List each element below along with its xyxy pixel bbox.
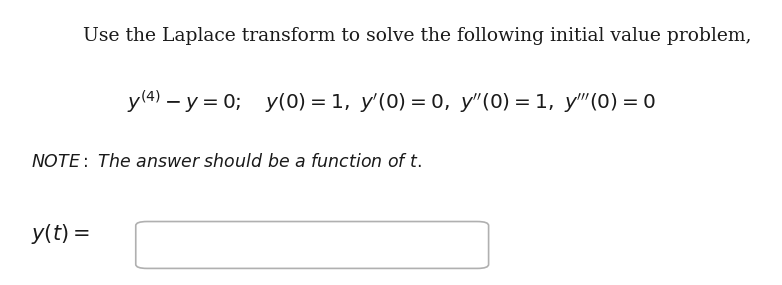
Text: Use the Laplace transform to solve the following initial value problem,: Use the Laplace transform to solve the f… <box>83 27 752 45</box>
Text: $y(t) =$: $y(t) =$ <box>30 221 89 246</box>
Text: $\mathit{NOTE}\mathit{:\ The\ answer\ should\ be\ a\ function\ of\ t.}$: $\mathit{NOTE}\mathit{:\ The\ answer\ sh… <box>30 153 421 171</box>
Text: $y^{(4)} - y = 0; \quad y(0) = 1,\ y'(0) = 0,\ y''(0) = 1,\ y'''(0) = 0$: $y^{(4)} - y = 0; \quad y(0) = 1,\ y'(0)… <box>127 89 655 116</box>
FancyBboxPatch shape <box>136 221 489 268</box>
